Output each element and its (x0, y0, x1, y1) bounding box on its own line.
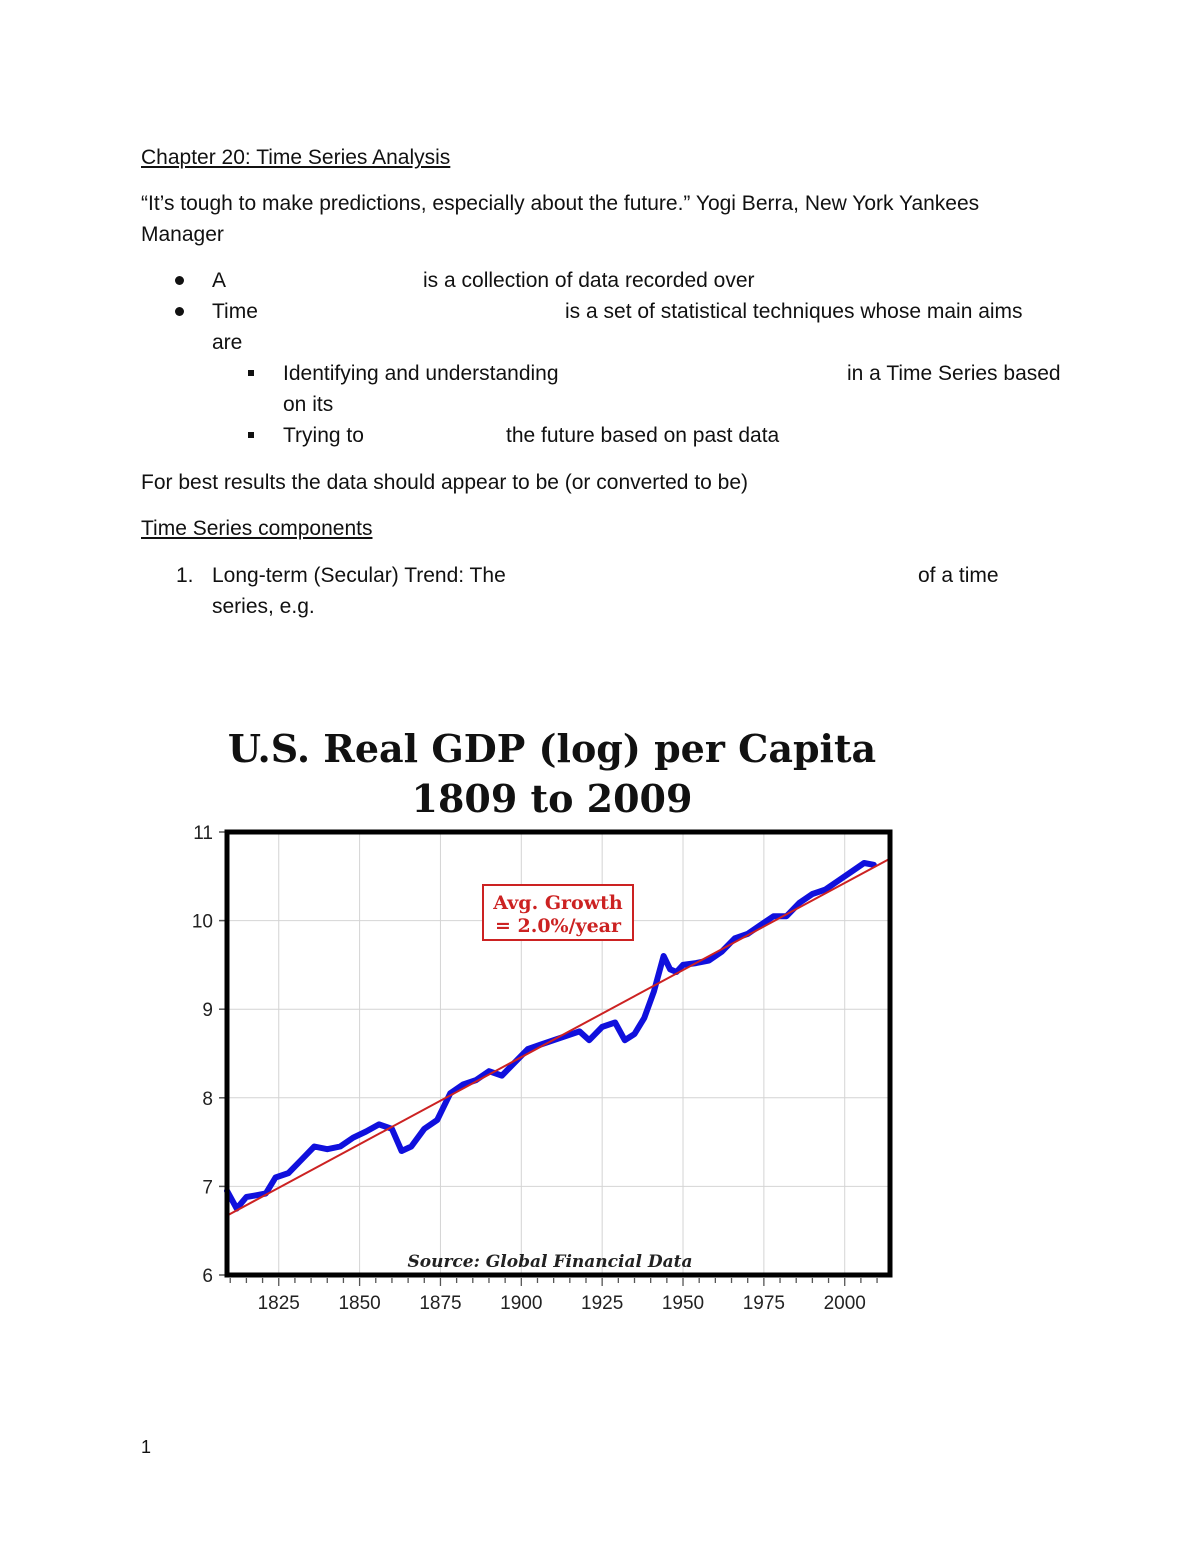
bullet-2-cont: are (212, 331, 243, 354)
annotation-line-2: = 2.0%/year (495, 915, 622, 937)
best-results-text: For best results the data should appear … (141, 471, 749, 494)
component-1-start: Long-term (Secular) Trend: The (212, 564, 506, 587)
annotation-box (482, 884, 634, 941)
bullet-2-end: is a set of statistical techniques whose… (565, 300, 1023, 323)
trend-line (226, 857, 891, 1217)
component-1-number: 1. (176, 564, 194, 587)
plot-frame (224, 829, 893, 1278)
quote-line-1: “It’s tough to make predictions, especia… (141, 192, 980, 215)
quote-line-2: Manager (141, 223, 224, 246)
chart-gridlines (227, 832, 890, 1275)
x-tick-label: 1975 (743, 1293, 785, 1314)
chart-axis-ticks: 6 7 8 9 10 11 1825 1850 1875 1900 1925 1950 1975 2000 (192, 823, 878, 1314)
chart-title-line-2: 1809 to 2009 (412, 776, 693, 821)
y-tick-label: 11 (193, 823, 213, 844)
sub-bullet-2-end: the future based on past data (506, 424, 780, 447)
component-1-end: of a time (918, 564, 999, 587)
x-tick-label: 1925 (581, 1293, 623, 1314)
y-tick-label: 7 (202, 1177, 213, 1198)
chart-source: Source: Global Financial Data (408, 1252, 693, 1272)
component-1-cont: series, e.g. (212, 595, 315, 618)
chart-title-line-1: U.S. Real GDP (log) per Capita (228, 726, 876, 771)
x-tick-label: 1900 (500, 1293, 542, 1314)
bullet-1-start: A (212, 269, 227, 292)
gdp-chart: U.S. Real GDP (log) per Capita 1809 to 2… (150, 720, 910, 1320)
annotation-line-1: Avg. Growth (492, 892, 623, 914)
y-tick-label: 9 (202, 1000, 213, 1021)
bullet-1-end: is a collection of data recorded over (423, 269, 755, 292)
x-tick-label: 1825 (258, 1293, 300, 1314)
y-tick-label: 8 (202, 1089, 213, 1110)
sub-bullet-2-start: Trying to (283, 424, 364, 447)
bullet-dot (175, 307, 184, 316)
sub-bullet-1-end: in a Time Series based (847, 362, 1061, 385)
page-number: 1 (141, 1437, 152, 1457)
sub-bullet-square (248, 432, 254, 438)
x-tick-label: 1950 (662, 1293, 704, 1314)
chart-series (224, 857, 891, 1217)
x-tick-label: 2000 (824, 1293, 866, 1314)
components-heading: Time Series components (141, 517, 373, 540)
y-tick-label: 6 (202, 1266, 213, 1287)
gdp-chart-svg: U.S. Real GDP (log) per Capita 1809 to 2… (192, 726, 893, 1314)
page-title: Chapter 20: Time Series Analysis (141, 146, 451, 169)
gdp-series-line (224, 860, 877, 1212)
sub-bullet-square (248, 370, 254, 376)
x-tick-label: 1850 (338, 1293, 380, 1314)
sub-bullet-1-cont: on its (283, 393, 334, 416)
bullet-dot (175, 276, 184, 285)
x-tick-label: 1875 (419, 1293, 461, 1314)
y-tick-label: 10 (192, 912, 213, 933)
bullet-2-start: Time (212, 300, 258, 323)
sub-bullet-1-start: Identifying and understanding (283, 362, 559, 385)
